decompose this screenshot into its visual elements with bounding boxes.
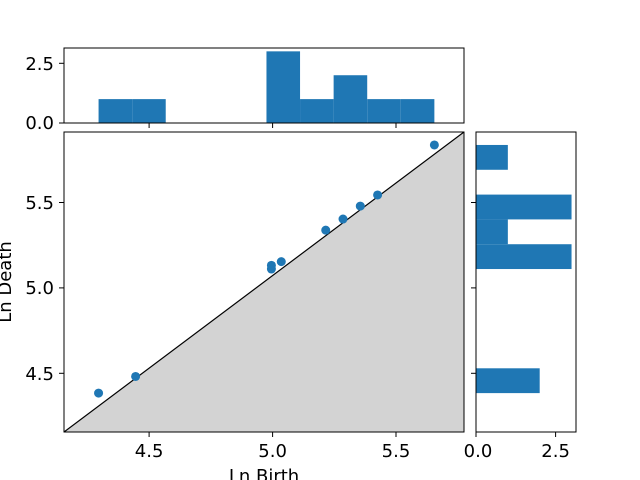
x-axis-label: Ln Birth xyxy=(229,466,299,480)
scatter-point xyxy=(321,225,331,235)
scatter-point xyxy=(373,190,383,200)
top-histogram-bar xyxy=(367,99,401,123)
scatter-point xyxy=(276,257,286,267)
top-histogram-bar xyxy=(266,51,301,123)
scatter-point xyxy=(355,201,365,211)
main-x-ticks: 4.5 5.0 5.5 xyxy=(135,432,411,462)
top-histogram-bar xyxy=(400,99,435,123)
scatter-point xyxy=(338,214,348,224)
main-x-tick-label: 5.5 xyxy=(382,441,411,462)
top-y-tick-label: 0.0 xyxy=(25,113,54,134)
main-scatter-panel: 4.5 5.0 5.5 4.5 5.0 5.5 Ln Birth Ln Deat… xyxy=(0,131,465,480)
right-histogram-bar xyxy=(476,244,572,270)
main-y-ticks: 4.5 5.0 5.5 xyxy=(25,193,64,385)
right-x-tick-label: 2.5 xyxy=(541,441,570,462)
top-histogram-bar xyxy=(333,75,368,123)
top-histogram-bar xyxy=(98,99,133,123)
right-histogram-bar xyxy=(476,219,508,245)
top-plot-frame xyxy=(63,47,465,124)
main-y-tick-label: 5.5 xyxy=(25,193,54,214)
main-y-tick-label: 5.0 xyxy=(25,278,54,299)
main-y-tick-label: 4.5 xyxy=(25,364,54,385)
top-y-tick-label: 2.5 xyxy=(25,54,54,75)
top-histogram-bar xyxy=(132,99,166,123)
right-histogram-bar xyxy=(476,144,508,170)
right-x-ticks: 0.0 2.5 xyxy=(464,432,570,462)
top-histogram-bar xyxy=(300,99,334,123)
main-x-tick-label: 4.5 xyxy=(135,441,164,462)
right-y-ticks xyxy=(471,202,476,374)
scatter-points xyxy=(94,140,439,398)
right-histogram-bar xyxy=(476,194,572,220)
top-histogram-panel: 0.0 2.5 xyxy=(25,47,465,134)
scatter-point xyxy=(266,260,276,270)
main-x-tick-label: 5.0 xyxy=(258,441,287,462)
right-x-tick-label: 0.0 xyxy=(464,441,493,462)
scatter-point xyxy=(131,371,141,381)
y-axis-label: Ln Death xyxy=(0,241,16,323)
top-y-ticks: 0.0 2.5 xyxy=(25,54,64,134)
scatter-point xyxy=(94,388,104,398)
right-histogram-bars xyxy=(476,144,572,394)
right-histogram-panel: 0.0 2.5 xyxy=(464,131,577,462)
right-histogram-bar xyxy=(476,368,540,394)
diagonal-line xyxy=(64,132,464,432)
top-x-ticks xyxy=(148,123,397,128)
scatter-point xyxy=(429,140,439,150)
right-plot-frame xyxy=(475,131,577,433)
top-histogram-bars xyxy=(98,51,435,123)
main-plot-frame xyxy=(63,131,465,433)
